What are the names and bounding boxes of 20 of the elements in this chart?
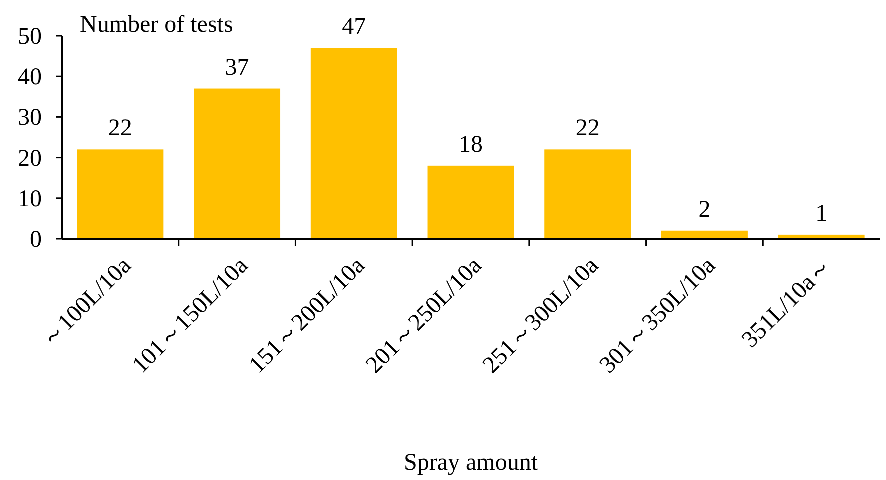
- y-axis-title: Number of tests: [80, 12, 234, 38]
- bar: [310, 48, 398, 239]
- data-label: 47: [342, 14, 366, 40]
- y-tick-label: 40: [18, 64, 42, 91]
- y-tick-label: 0: [30, 227, 42, 253]
- data-label: 2: [698, 196, 711, 223]
- y-tick-label: 20: [18, 146, 42, 172]
- y-tick-label: 10: [18, 186, 42, 212]
- x-axis-title: Spray amount: [404, 450, 538, 476]
- bar: [77, 150, 164, 239]
- y-tick-label: 30: [18, 105, 42, 132]
- bar: [194, 88, 281, 239]
- data-label: 22: [576, 116, 600, 142]
- data-label: 18: [459, 132, 483, 158]
- y-tick-label: 50: [18, 24, 42, 50]
- data-label: 22: [108, 116, 132, 142]
- data-label: 37: [225, 54, 250, 81]
- bar: [428, 166, 514, 239]
- data-label: 1: [816, 200, 828, 227]
- bar: [544, 150, 632, 239]
